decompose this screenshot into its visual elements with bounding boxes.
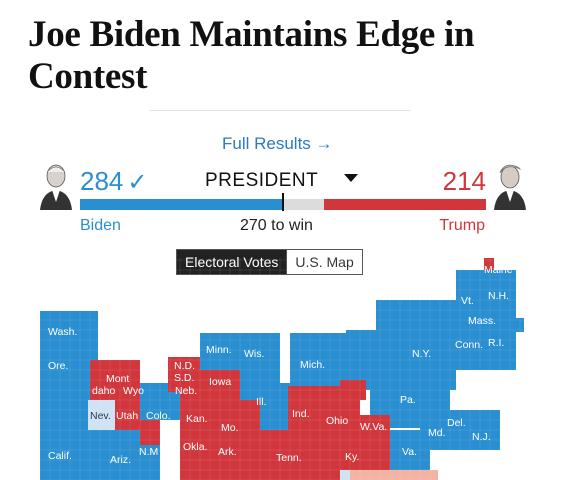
label-nj: N.J. <box>472 431 491 443</box>
label-mass: Mass. <box>468 315 496 327</box>
label-nm: N.M <box>139 446 158 458</box>
leaning-state[interactable] <box>350 470 438 480</box>
nm-region[interactable] <box>140 420 160 445</box>
electoral-cartogram[interactable]: Maine N.H. Vt. Mass. R.I. Conn. N.Y. Pa.… <box>0 250 564 480</box>
trump-electoral-count: 214 <box>442 166 486 196</box>
label-calif: Calif. <box>48 450 72 462</box>
ny-upper[interactable] <box>376 300 430 330</box>
label-nev: Nev. <box>90 410 111 422</box>
biden-portrait <box>38 160 74 210</box>
label-va: Va. <box>402 446 417 458</box>
ohio-upper[interactable] <box>340 380 366 400</box>
biden-votes: 284 <box>80 166 124 196</box>
label-wis: Wis. <box>244 348 264 360</box>
label-utah: Utah <box>116 410 138 422</box>
label-pa: Pa. <box>400 394 416 406</box>
ind-state[interactable] <box>288 386 318 436</box>
label-neb: Neb. <box>175 385 197 397</box>
vt-state[interactable] <box>430 300 456 330</box>
label-ind: Ind. <box>292 408 310 420</box>
label-ark: Ark. <box>218 446 237 458</box>
article-headline: Joe Biden Maintains Edge in Contest <box>28 14 475 97</box>
label-mont: Mont <box>106 373 129 385</box>
label-wyo: Wyo <box>123 385 144 397</box>
label-ariz: Ariz. <box>110 454 131 466</box>
threshold-marker <box>282 193 284 211</box>
label-tenn: Tenn. <box>276 452 302 464</box>
label-conn: Conn. <box>455 339 483 351</box>
maine-district[interactable] <box>484 258 494 270</box>
nd-sd-neb-states[interactable] <box>168 357 200 392</box>
wva-state[interactable] <box>360 415 390 440</box>
tab-electoral-votes[interactable]: Electoral Votes <box>176 249 288 275</box>
winner-check-icon: ✓ <box>127 169 148 196</box>
tab-us-map[interactable]: U.S. Map <box>287 249 363 275</box>
label-ky: Ky. <box>345 451 359 463</box>
trump-name: Trump <box>439 217 485 234</box>
nev-state[interactable] <box>88 400 115 430</box>
label-maine: Maine <box>484 264 513 276</box>
undecided-tile[interactable] <box>340 470 350 480</box>
mo-ark-states[interactable] <box>215 400 260 480</box>
cartogram-grid <box>39 258 524 480</box>
label-ore: Ore. <box>48 360 68 372</box>
new-england-states[interactable] <box>456 270 516 370</box>
biden-name: Biden <box>80 217 121 234</box>
undecided-bar <box>284 199 324 210</box>
label-mo: Mo. <box>221 422 239 434</box>
view-tabs: Electoral Votes U.S. Map <box>176 249 363 275</box>
office-dropdown-caret-icon[interactable] <box>344 174 358 182</box>
mich-state[interactable] <box>290 333 346 386</box>
office-title: PRESIDENT <box>205 170 319 191</box>
label-ill: Ill. <box>256 396 267 408</box>
trump-portrait <box>492 160 528 210</box>
label-ohio: Ohio <box>326 415 348 427</box>
label-ny: N.Y. <box>412 348 431 360</box>
label-idaho: daho <box>92 385 116 397</box>
nj-del-md-states[interactable] <box>420 410 500 450</box>
label-okla: Okla. <box>183 441 208 453</box>
ri-tile[interactable] <box>516 318 524 332</box>
full-results-link[interactable]: Full Results → <box>222 134 333 153</box>
biden-electoral-count: 284 ✓ <box>80 166 148 197</box>
west-coast-states[interactable] <box>40 311 98 480</box>
label-nd: N.D. <box>174 360 195 372</box>
label-iowa: Iowa <box>209 376 231 388</box>
label-md: Md. <box>428 427 446 439</box>
mont-wyo-states[interactable] <box>90 360 140 400</box>
label-colo: Colo. <box>146 410 171 422</box>
electoral-progress-bar <box>80 193 486 211</box>
label-ri: R.I. <box>488 337 504 349</box>
biden-bar <box>80 199 284 210</box>
label-nh: N.H. <box>488 290 509 302</box>
label-wva: W.Va. <box>360 421 387 433</box>
iowa-state[interactable] <box>200 370 240 400</box>
label-minn: Minn. <box>206 344 232 356</box>
utah-state[interactable] <box>115 400 140 430</box>
label-mich: Mich. <box>300 359 325 371</box>
label-wash: Wash. <box>48 326 77 338</box>
trump-bar <box>324 199 486 210</box>
threshold-label: 270 to win <box>240 217 313 234</box>
label-del: Del. <box>447 417 466 429</box>
divider <box>150 110 410 111</box>
label-vt: Vt. <box>461 295 474 307</box>
label-sd: S.D. <box>174 372 194 384</box>
label-kan: Kan. <box>186 413 208 425</box>
